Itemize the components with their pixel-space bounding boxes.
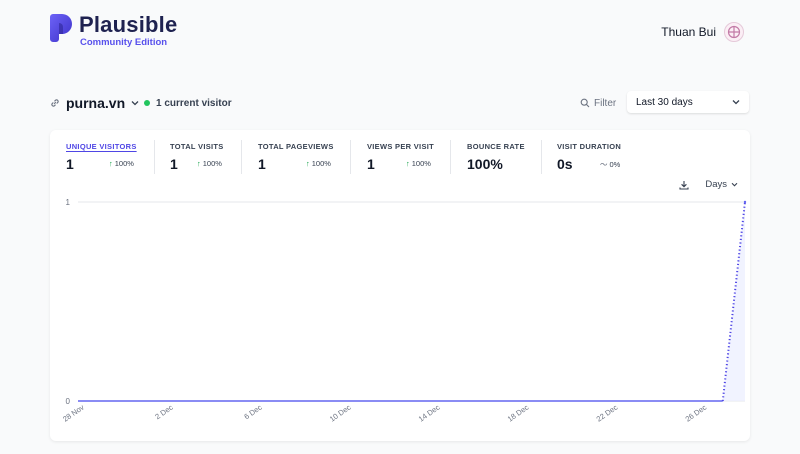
date-range-label: Last 30 days: [636, 96, 693, 108]
live-dot-icon: [144, 100, 150, 106]
metric-change-value: 0%: [609, 160, 621, 169]
flat-trend-icon: 〜: [600, 160, 608, 169]
plausible-logo-icon: [50, 14, 72, 42]
interval-select[interactable]: Days: [705, 179, 738, 190]
metric-label: Total pageviews: [258, 142, 334, 151]
date-range-select[interactable]: Last 30 days: [627, 91, 749, 113]
dashboard-toolbar: purna.vn 1 current visitor Filter Last 3…: [50, 91, 750, 114]
x-tick-label: 18 Dec: [506, 403, 531, 424]
metric-label: Views per visit: [367, 142, 435, 151]
divider: [450, 140, 451, 174]
metric-change: 〜 0%: [600, 159, 620, 170]
divider: [541, 140, 542, 174]
stats-card: Unique visitors 1 ↑ 100% Total visits 1 ↑…: [50, 130, 750, 441]
metric-change-value: 100%: [311, 159, 331, 168]
search-icon: [580, 98, 590, 108]
chevron-down-icon: [131, 101, 139, 106]
site-name: purna.vn: [66, 95, 126, 111]
arrow-up-icon: ↑: [406, 159, 410, 168]
metric-unique-visitors[interactable]: Unique visitors 1 ↑ 100%: [66, 142, 137, 178]
metric-value: 1: [258, 156, 266, 172]
metric-change: ↑ 100%: [406, 159, 431, 168]
metric-label: Total visits: [170, 142, 224, 151]
y-tick-label: 1: [66, 198, 71, 207]
metric-change-value: 100%: [411, 159, 431, 168]
data-point: [743, 200, 747, 204]
metric-label: Bounce rate: [467, 142, 525, 151]
metric-value: 100%: [467, 156, 503, 172]
avatar[interactable]: [724, 22, 744, 42]
arrow-up-icon: ↑: [109, 159, 113, 168]
metric-label: Unique visitors: [66, 142, 137, 151]
arrow-up-icon: ↑: [197, 159, 201, 168]
brand-subtitle: Community Edition: [80, 37, 168, 48]
plausible-logo[interactable]: Plausible Community Edition: [50, 14, 177, 49]
user-menu[interactable]: Thuan Bui: [661, 22, 744, 42]
site-switcher[interactable]: purna.vn: [50, 92, 139, 114]
x-tick-label: 6 Dec: [242, 403, 263, 422]
arrow-up-icon: ↑: [306, 159, 310, 168]
metric-value: 1: [170, 156, 178, 172]
metric-change-value: 100%: [202, 159, 222, 168]
y-tick-label: 0: [66, 397, 71, 406]
current-visitors[interactable]: 1 current visitor: [144, 92, 232, 114]
metric-value: 1: [66, 156, 74, 172]
series-line-incomplete: [721, 201, 746, 402]
top-header: Plausible Community Edition Thuan Bui: [0, 0, 800, 60]
current-visitors-text: 1 current visitor: [156, 97, 232, 109]
metric-value: 1: [367, 156, 375, 172]
link-icon: [51, 99, 59, 107]
metric-change: ↑ 100%: [109, 159, 134, 168]
x-tick-label: 2 Dec: [153, 403, 174, 422]
chevron-down-icon: [731, 182, 738, 187]
x-tick-label: 22 Dec: [595, 403, 620, 424]
user-name: Thuan Bui: [661, 25, 716, 39]
interval-label: Days: [705, 179, 727, 190]
metric-total-visits[interactable]: Total visits 1 ↑ 100%: [170, 142, 224, 178]
download-icon[interactable]: [679, 180, 689, 190]
divider: [350, 140, 351, 174]
x-tick-label: 26 Dec: [684, 403, 709, 424]
chart-tools: Days: [679, 179, 738, 190]
metric-change: ↑ 100%: [306, 159, 331, 168]
metric-bounce-rate[interactable]: Bounce rate 100%: [467, 142, 525, 178]
metric-change-value: 100%: [114, 159, 134, 168]
metric-visit-duration[interactable]: Visit duration 0s 〜 0%: [557, 142, 621, 178]
divider: [154, 140, 155, 174]
x-tick-label: 10 Dec: [328, 403, 353, 424]
chevron-down-icon: [732, 100, 740, 105]
brand-name: Plausible: [79, 12, 178, 37]
metric-total-pageviews[interactable]: Total pageviews 1 ↑ 100%: [258, 142, 334, 178]
metric-views-per-visit[interactable]: Views per visit 1 ↑ 100%: [367, 142, 434, 178]
metric-label: Visit duration: [557, 142, 622, 151]
x-tick-label: 14 Dec: [417, 403, 442, 424]
avatar-icon: [727, 25, 741, 39]
series-area: [722, 202, 745, 401]
filter-button[interactable]: Filter: [580, 92, 616, 114]
divider: [241, 140, 242, 174]
metric-change: ↑ 100%: [197, 159, 222, 168]
metric-value: 0s: [557, 156, 573, 172]
filter-label: Filter: [594, 97, 617, 109]
